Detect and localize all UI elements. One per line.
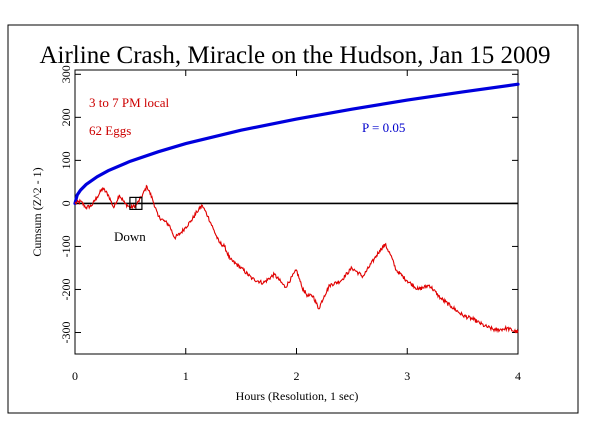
x-tick-label: 4 bbox=[515, 369, 521, 383]
y-tick-label: -300 bbox=[59, 321, 73, 343]
y-tick-label: 0 bbox=[59, 200, 73, 206]
y-axis-label: Cumsum (Z^2 - 1) bbox=[30, 167, 44, 256]
x-tick-label: 2 bbox=[294, 369, 300, 383]
x-axis-label: Hours (Resolution, 1 sec) bbox=[236, 389, 359, 403]
plot-area: 0 1 2 3 4 -300 -200 -100 0 100 200 300 bbox=[59, 65, 521, 383]
y-tick-label: -200 bbox=[59, 278, 73, 300]
p-value-envelope-line bbox=[73, 82, 520, 205]
probability-label: P = 0.05 bbox=[362, 120, 405, 135]
cumsum-data-line bbox=[74, 184, 519, 334]
y-tick-label: 300 bbox=[59, 65, 73, 83]
y-axis-ticks: -300 -200 -100 0 100 200 300 bbox=[59, 65, 518, 343]
event-label: Down bbox=[114, 229, 146, 244]
x-axis-ticks: 0 1 2 3 4 bbox=[72, 70, 521, 383]
y-tick-label: 100 bbox=[59, 151, 73, 169]
x-tick-label: 1 bbox=[183, 369, 189, 383]
chart-title: Airline Crash, Miracle on the Hudson, Ja… bbox=[39, 42, 550, 69]
outer-border bbox=[7, 24, 579, 414]
y-tick-label: -100 bbox=[59, 235, 73, 257]
x-tick-label: 0 bbox=[72, 369, 78, 383]
time-window-label: 3 to 7 PM local bbox=[89, 95, 170, 110]
eggs-count-label: 62 Eggs bbox=[89, 123, 131, 138]
x-tick-label: 3 bbox=[404, 369, 410, 383]
y-tick-label: 200 bbox=[59, 108, 73, 126]
